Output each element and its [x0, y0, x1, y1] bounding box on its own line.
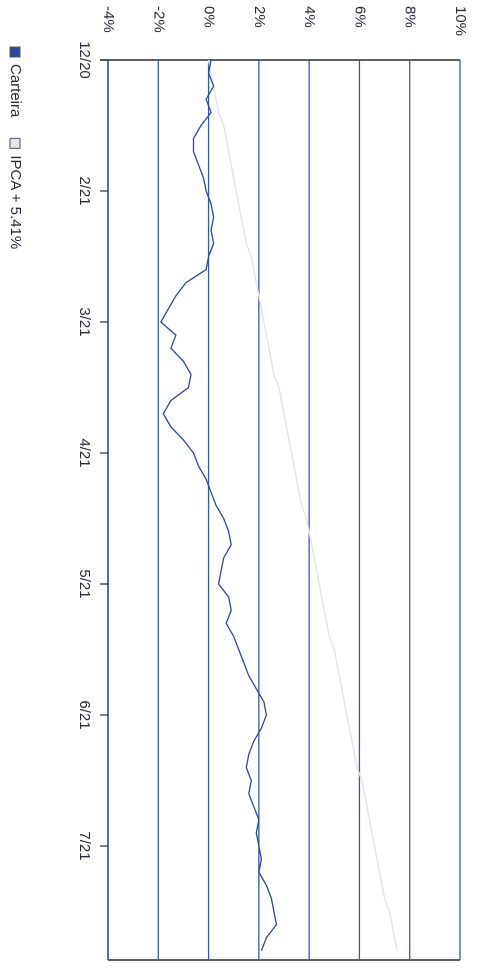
line-series: [159, 59, 278, 952]
y-tick-label: 8%: [402, 6, 419, 28]
legend-label: IPCA + 5.41%: [7, 155, 24, 249]
y-tick-label: 10%: [452, 6, 469, 36]
x-tick-label: 7/21: [76, 831, 93, 860]
y-tick-label: -4%: [100, 6, 117, 33]
legend-label: Carteira: [7, 64, 24, 118]
legend-marker: [9, 46, 21, 58]
y-tick-label: -2%: [150, 6, 167, 33]
legend: Carteira IPCA + 5.41%: [7, 46, 24, 249]
y-tick-label: 6%: [351, 6, 368, 28]
x-tick-label: 2/21: [76, 176, 93, 205]
y-tick-label: 0%: [201, 6, 218, 28]
legend-marker: [9, 137, 21, 149]
x-tick-label: 6/21: [76, 700, 93, 729]
x-tick-label: 4/21: [76, 438, 93, 467]
x-tick-label: 5/21: [76, 569, 93, 598]
y-tick-label: 2%: [251, 6, 268, 28]
x-tick-label: 12/20: [76, 41, 93, 79]
line-series: [207, 59, 398, 951]
y-tick-label: 4%: [301, 6, 318, 28]
x-tick-label: 3/21: [76, 307, 93, 336]
